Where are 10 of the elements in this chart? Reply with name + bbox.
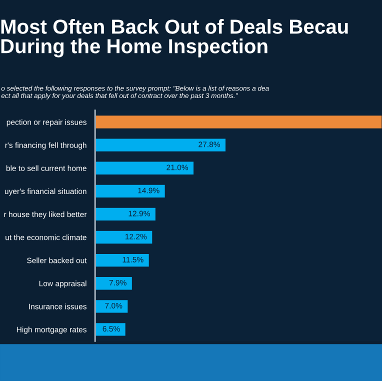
chart-title: Most Often Back Out of Deals Becau During the Home Inspection xyxy=(1,19,348,58)
bar xyxy=(95,276,133,290)
bar xyxy=(95,207,156,222)
bar xyxy=(95,138,226,152)
bar xyxy=(95,161,194,176)
bar xyxy=(95,184,166,198)
bar xyxy=(95,253,150,268)
bar xyxy=(95,299,128,314)
bar xyxy=(95,230,153,244)
bar xyxy=(95,322,126,337)
